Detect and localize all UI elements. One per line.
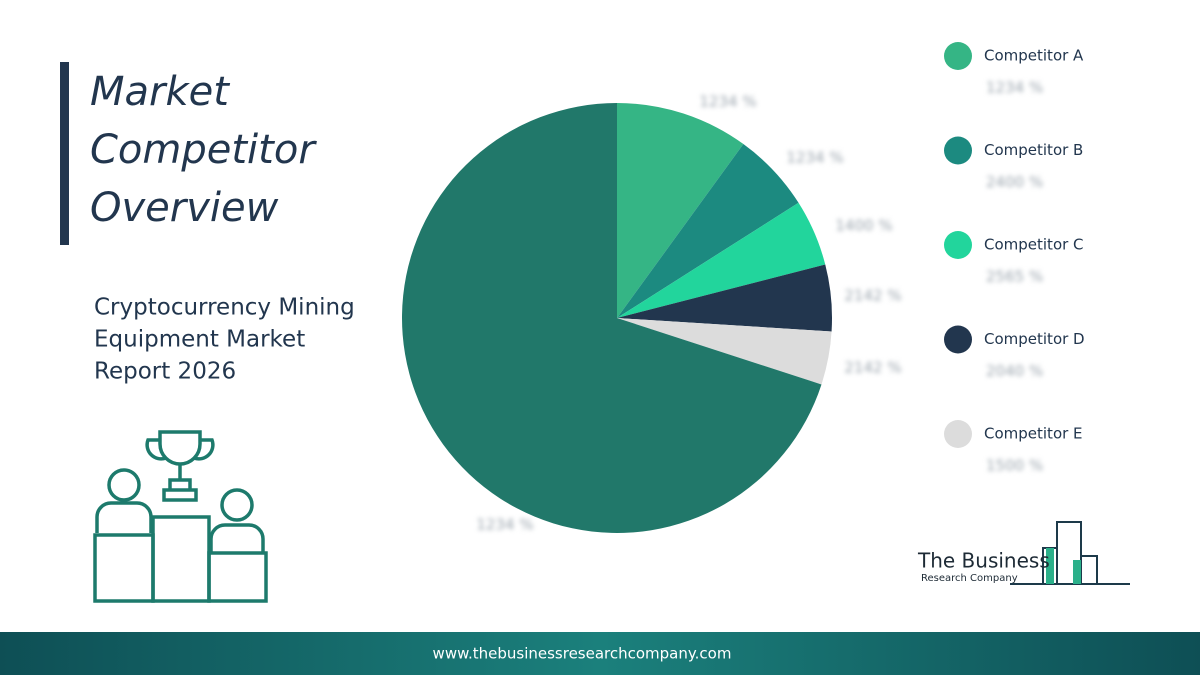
legend-label: Competitor D <box>984 330 1085 348</box>
title: Competitor <box>90 127 317 173</box>
podium-icon <box>93 430 268 603</box>
pie-slice <box>617 318 832 385</box>
title: Overview <box>90 185 279 231</box>
pie-slice <box>617 103 744 318</box>
legend-value: 2400 % <box>986 173 1043 191</box>
subtitle: Equipment Market <box>94 327 305 353</box>
logo-icon <box>1010 521 1130 585</box>
footer <box>0 632 1200 675</box>
slice-label: 1234 % <box>476 516 533 534</box>
legend-swatch <box>944 420 972 448</box>
pie-slice <box>617 264 832 332</box>
legend-value: 2565 % <box>986 268 1043 286</box>
legend-label: Competitor C <box>984 236 1084 254</box>
legend-swatch <box>944 231 972 259</box>
slice-label: 1234 % <box>699 93 756 111</box>
legend-value: 2040 % <box>986 362 1043 380</box>
logo-text: The Business <box>917 549 1050 573</box>
legend-swatch <box>944 136 972 165</box>
legend-label: Competitor B <box>984 141 1083 159</box>
legend-value: 1234 % <box>986 79 1043 97</box>
slice-label: 2142 % <box>844 359 901 377</box>
legend-label: Competitor E <box>984 425 1083 443</box>
subtitle: Report 2026 <box>94 359 236 385</box>
logo-text: Research Company <box>921 573 1018 584</box>
slice-label: 1234 % <box>786 149 843 167</box>
title-bar <box>60 62 69 245</box>
pie-slice <box>402 103 822 533</box>
slice-label: 2142 % <box>844 287 901 305</box>
legend-swatch <box>944 325 972 354</box>
title: Market <box>90 69 230 115</box>
slice-label: 1400 % <box>835 217 892 235</box>
legend-swatch <box>944 42 972 70</box>
legend-value: 1500 % <box>986 457 1043 475</box>
pie-slice <box>617 202 826 318</box>
footer-url[interactable]: www.thebusinessresearchcompany.com <box>433 645 732 663</box>
pie-slice <box>617 144 799 318</box>
subtitle: Cryptocurrency Mining <box>94 295 355 321</box>
legend-label: Competitor A <box>984 47 1084 65</box>
